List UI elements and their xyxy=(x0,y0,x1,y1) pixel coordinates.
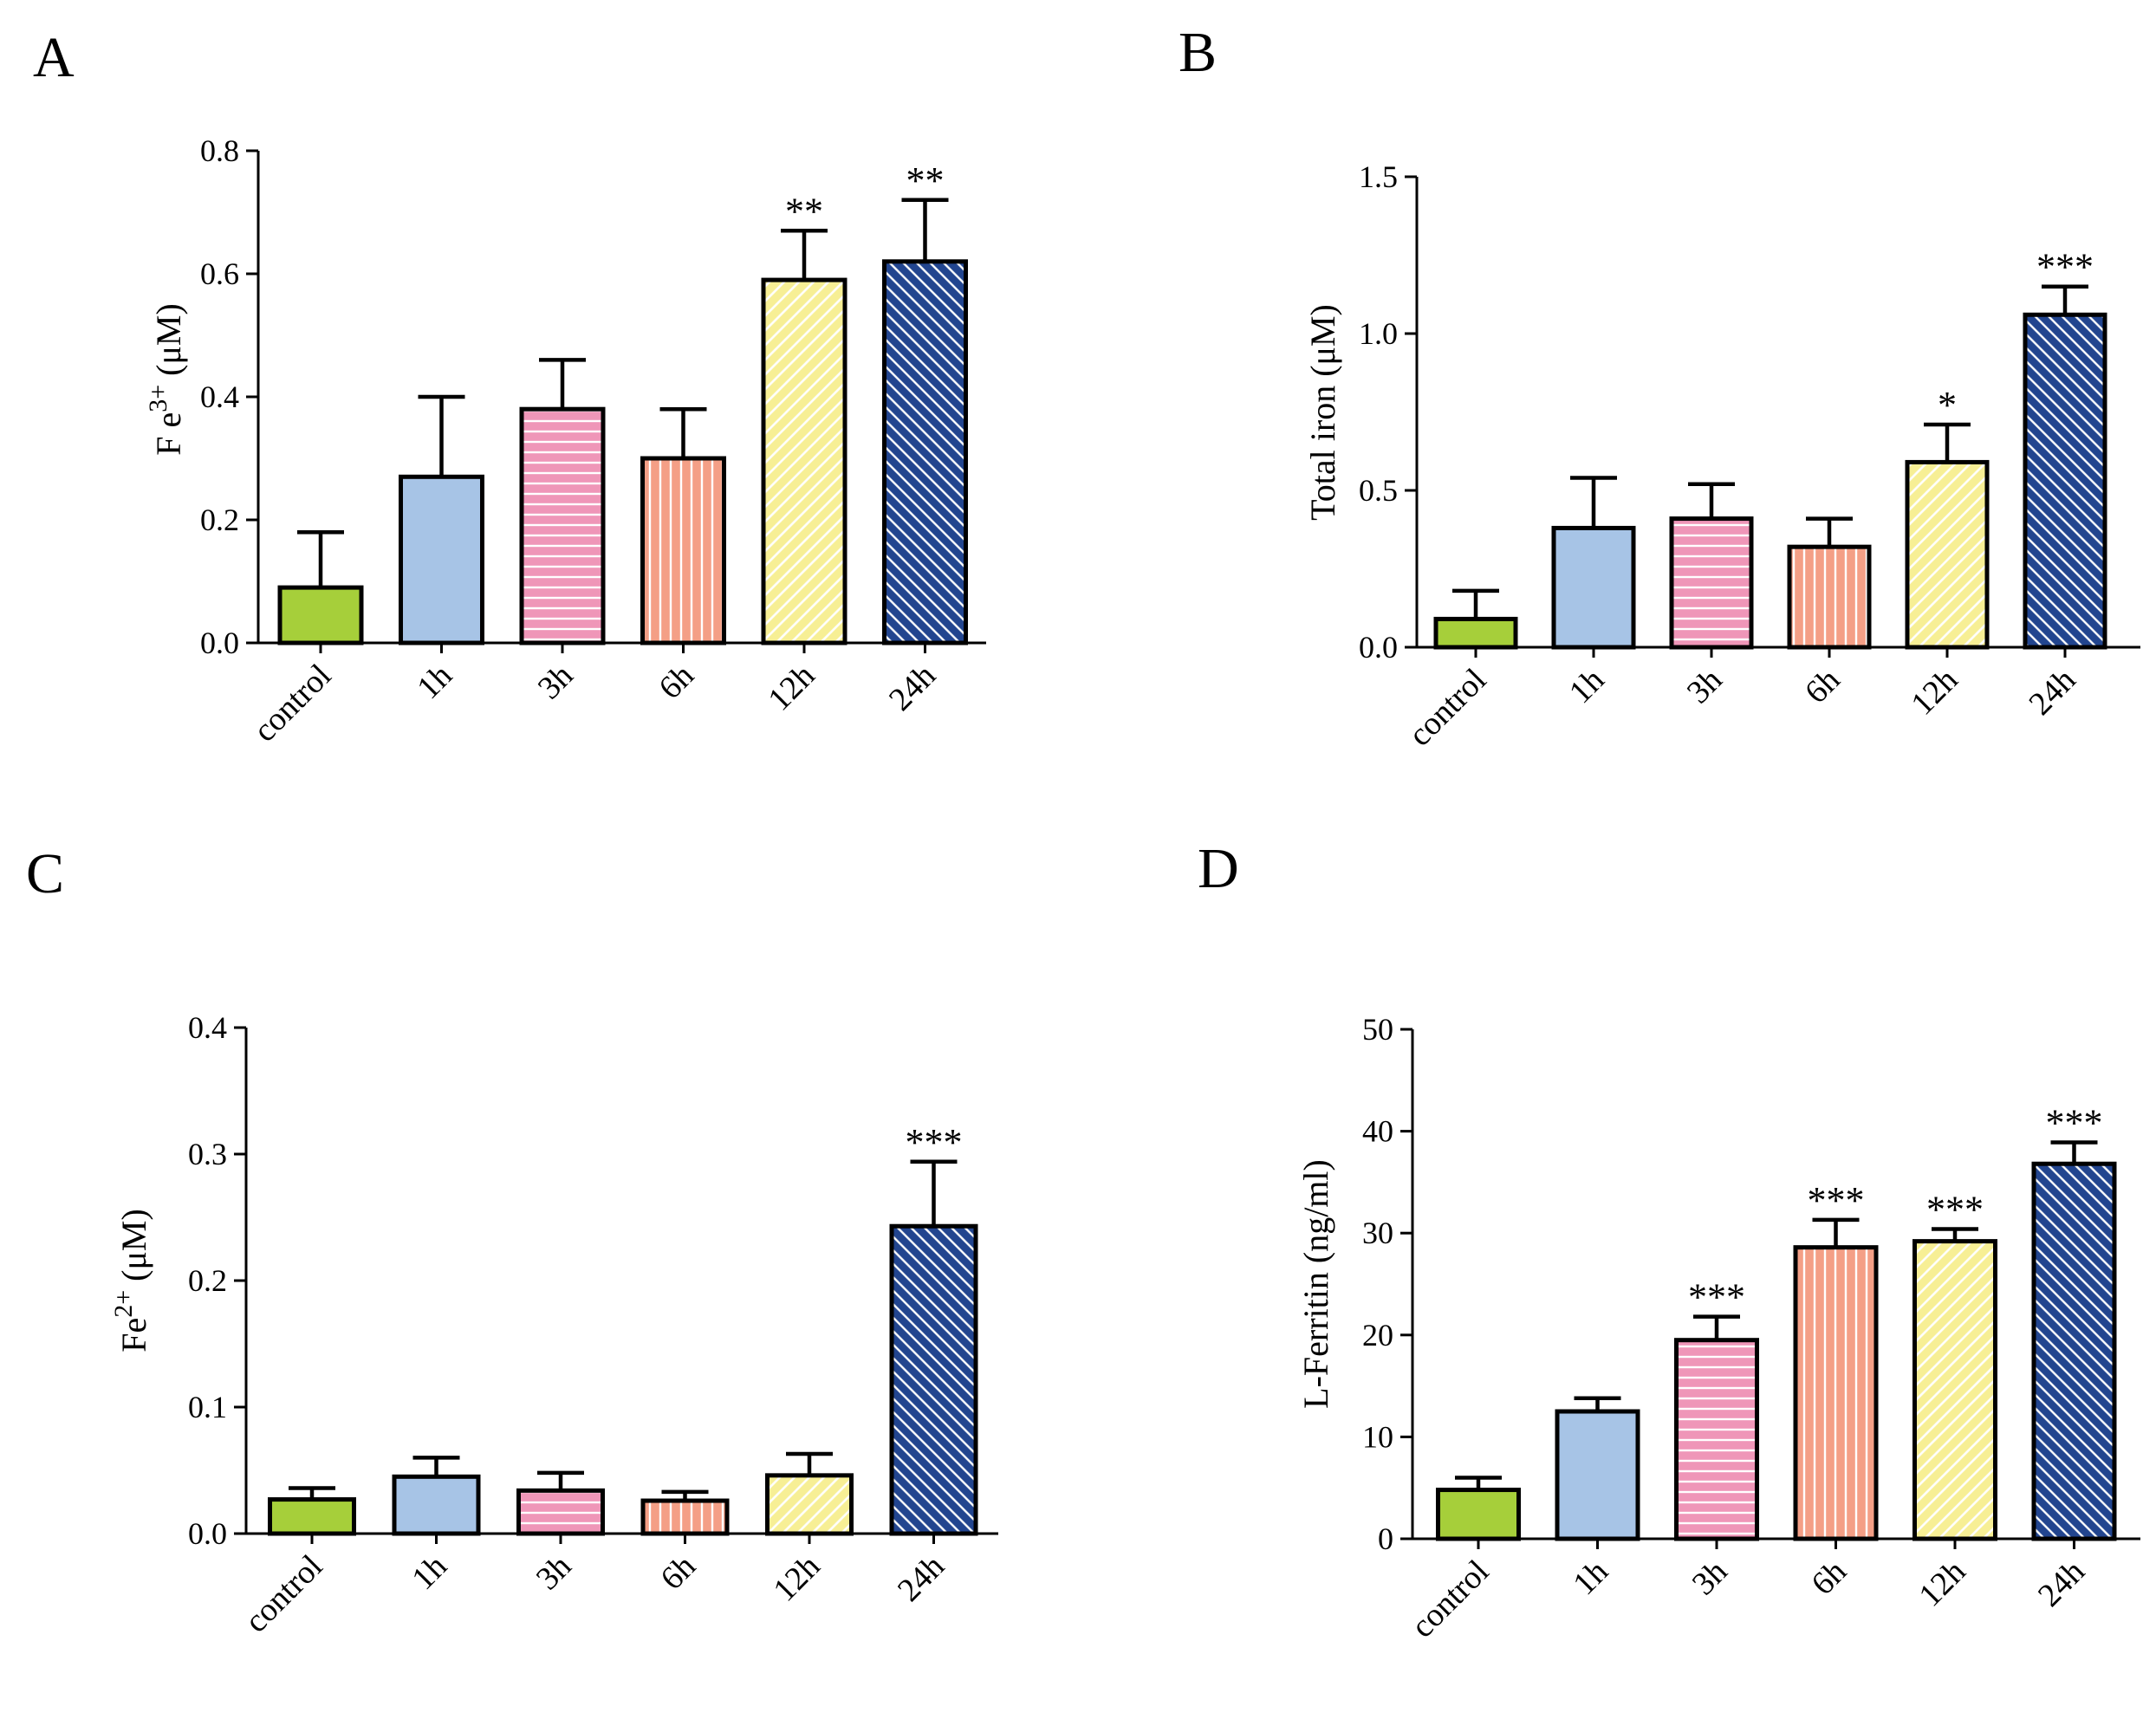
bar-6h xyxy=(640,456,726,645)
bar-12h xyxy=(765,1473,854,1536)
y-tick-label: 10 xyxy=(1362,1419,1393,1454)
y-tick-label: 40 xyxy=(1362,1114,1393,1149)
x-tick-label-12h: 12h xyxy=(1912,1554,1972,1614)
significance-12h: *** xyxy=(1926,1188,1984,1230)
significance-24h: *** xyxy=(2046,1102,2103,1145)
bar-6h xyxy=(1787,544,1872,650)
x-tick-label-1h: 1h xyxy=(410,658,459,707)
bar-6h xyxy=(640,1498,730,1536)
y-tick-label: 0.0 xyxy=(1359,630,1398,665)
y-tick-label: 50 xyxy=(1362,1012,1393,1047)
panel-letter: C xyxy=(26,842,64,905)
x-tick-label-12h: 12h xyxy=(766,1548,827,1609)
panel-c: C 0.0 0.1 0.2 0.3 0.4 Fe2+ (μM) control 1h 3h 6h 12… xyxy=(26,842,998,1639)
significance-24h: *** xyxy=(906,1121,963,1164)
y-tick-label: 1.5 xyxy=(1359,159,1398,194)
x-tick-label-control: control xyxy=(1405,1554,1497,1645)
bar-control xyxy=(268,1497,356,1536)
significance-24h: ** xyxy=(906,159,945,202)
y-tick-label: 0.4 xyxy=(188,1010,227,1045)
x-tick-label-6h: 6h xyxy=(653,1548,703,1598)
x-tick-label-6h: 6h xyxy=(1804,1554,1854,1603)
x-tick-label-control: control xyxy=(1402,662,1494,754)
significance-6h: *** xyxy=(1808,1179,1865,1222)
y-tick-label: 0 xyxy=(1378,1521,1393,1556)
bar-24h xyxy=(2023,312,2107,650)
bar-12h xyxy=(1912,1239,1997,1541)
bar-control xyxy=(277,585,364,645)
x-tick-label-24h: 24h xyxy=(2031,1554,2092,1614)
y-tick-label: 0.6 xyxy=(200,256,239,291)
panel-letter: B xyxy=(1179,21,1217,84)
y-axis-label: Total iron (μM) xyxy=(1303,304,1342,521)
bar-control xyxy=(1436,1488,1521,1541)
y-tick-label: 0.1 xyxy=(188,1390,227,1424)
x-tick-label-1h: 1h xyxy=(1566,1554,1615,1603)
x-tick-label-3h: 3h xyxy=(1685,1554,1735,1603)
panel-a: A 0.0 0.2 0.4 0.6 0.8 F e3+ (μM) control 1h 3h 6h *… xyxy=(33,26,986,749)
bar-1h xyxy=(392,1474,481,1536)
y-tick-label: 1.0 xyxy=(1359,316,1398,351)
bar-24h xyxy=(882,259,968,645)
significance-12h: ** xyxy=(785,190,823,232)
y-tick-label: 0.3 xyxy=(188,1137,227,1171)
y-tick-label: 0.2 xyxy=(200,503,239,537)
panel-b: B 0.0 0.5 1.0 1.5 Total iron (μM) control 1h 3h 6… xyxy=(1179,21,2140,753)
y-axis-label: Fe2+ (μM) xyxy=(109,1209,154,1352)
bar-1h xyxy=(1551,525,1636,650)
x-tick-label-24h: 24h xyxy=(882,658,943,718)
x-tick-label-24h: 24h xyxy=(891,1548,951,1609)
x-tick-label-6h: 6h xyxy=(1798,662,1848,711)
x-tick-label-control: control xyxy=(238,1548,330,1640)
bar-3h xyxy=(1669,516,1754,650)
y-tick-label: 0.8 xyxy=(200,133,239,168)
x-tick-label-1h: 1h xyxy=(1562,662,1612,711)
bar-24h xyxy=(2031,1161,2117,1541)
x-tick-label-3h: 3h xyxy=(529,1548,579,1598)
x-tick-label-control: control xyxy=(247,658,339,749)
bar-12h xyxy=(1905,459,1990,650)
x-tick-label-12h: 12h xyxy=(761,658,821,718)
y-axis-label: F e3+ (μM) xyxy=(144,303,189,456)
significance-3h: *** xyxy=(1688,1276,1745,1319)
y-axis-label: L-Ferritin (ng/ml) xyxy=(1296,1159,1335,1409)
panel-d: D 0 10 20 30 40 50 L-Ferritin (ng/ml) control 1h *… xyxy=(1198,837,2140,1644)
bar-12h xyxy=(761,277,847,645)
y-tick-label: 30 xyxy=(1362,1216,1393,1250)
bar-3h xyxy=(519,406,606,645)
x-tick-label-3h: 3h xyxy=(531,658,581,707)
significance-24h: *** xyxy=(2036,246,2094,289)
x-tick-label-3h: 3h xyxy=(1680,662,1730,711)
x-tick-label-24h: 24h xyxy=(2022,662,2082,723)
bar-6h xyxy=(1793,1245,1879,1541)
y-tick-label: 0.2 xyxy=(188,1263,227,1298)
y-tick-label: 0.0 xyxy=(200,626,239,660)
y-tick-label: 0.0 xyxy=(188,1516,227,1551)
bar-control xyxy=(1433,616,1518,650)
y-tick-label: 0.5 xyxy=(1359,473,1398,508)
bar-3h xyxy=(516,1488,605,1536)
panel-letter: D xyxy=(1198,837,1239,900)
x-tick-label-12h: 12h xyxy=(1904,662,1964,723)
x-tick-label-1h: 1h xyxy=(405,1548,454,1598)
y-tick-label: 0.4 xyxy=(200,379,239,414)
panel-letter: A xyxy=(33,26,75,89)
bar-1h xyxy=(399,474,484,645)
bar-1h xyxy=(1555,1409,1640,1541)
bar-24h xyxy=(889,1223,978,1536)
y-tick-label: 20 xyxy=(1362,1318,1393,1352)
x-tick-label-6h: 6h xyxy=(652,658,701,707)
bar-3h xyxy=(1674,1338,1759,1541)
significance-12h: * xyxy=(1938,384,1957,426)
